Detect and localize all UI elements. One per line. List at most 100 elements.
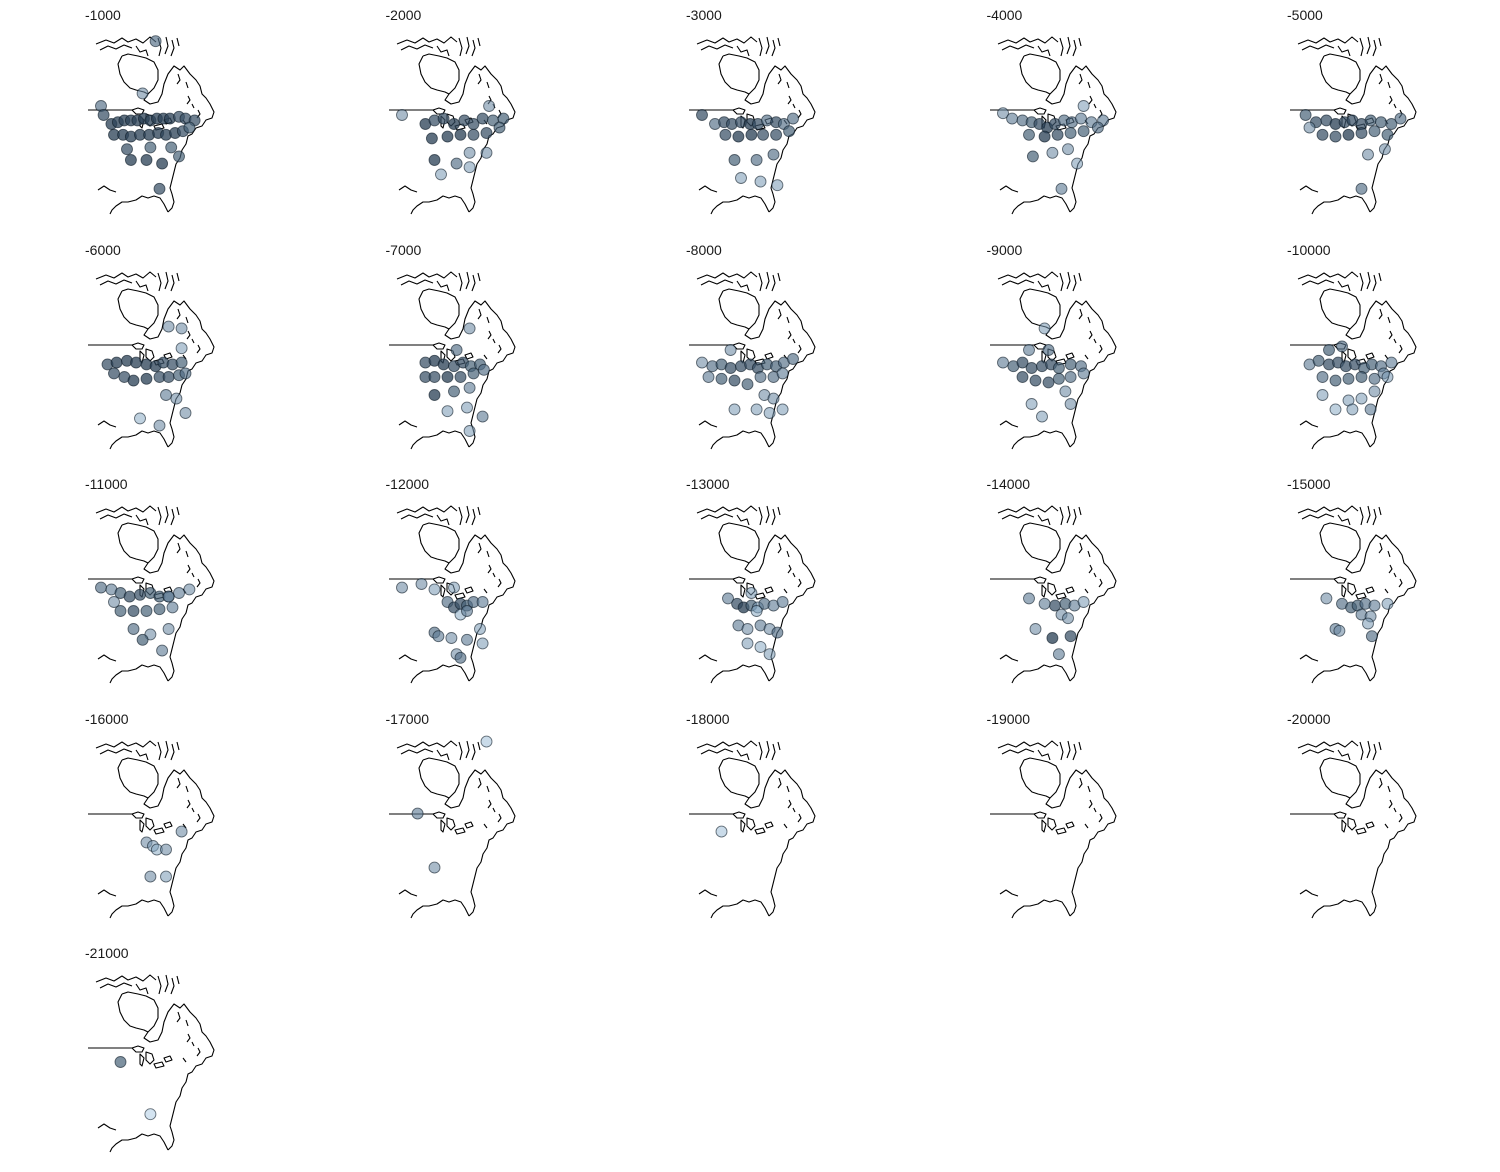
coastline: [182, 799, 201, 828]
coastline-map: [388, 735, 516, 918]
site-point: [156, 644, 169, 657]
coastline: [410, 898, 469, 918]
coastline: [145, 816, 155, 831]
site-point: [719, 128, 732, 141]
coastline: [758, 740, 781, 760]
coastline: [1378, 73, 1391, 89]
coastline: [109, 429, 169, 449]
site-point: [750, 402, 763, 415]
site-point: [715, 372, 728, 385]
site-point: [1299, 109, 1312, 121]
coastline-map: [1290, 36, 1417, 215]
site-point: [395, 581, 408, 594]
map-panel: -9000: [984, 237, 1224, 462]
site-point: [1381, 370, 1394, 383]
coastline: [1359, 36, 1382, 57]
coastline: [758, 36, 781, 57]
map-panel: -16000: [82, 706, 322, 931]
map-panel: -3000: [683, 2, 923, 227]
site-point: [140, 154, 153, 166]
coastline: [736, 45, 750, 57]
coastline: [422, 756, 516, 916]
site-point: [437, 357, 450, 370]
coastline: [1299, 419, 1319, 428]
site-point: [467, 366, 479, 379]
site-point: [1064, 370, 1077, 383]
coastline-map: [388, 505, 516, 684]
site-point: [1329, 130, 1342, 143]
coastline: [157, 271, 180, 291]
site-point: [1342, 372, 1355, 385]
site-point: [140, 372, 153, 385]
coastline: [1054, 826, 1067, 835]
coastline-map: [88, 974, 215, 1153]
site-point: [732, 130, 745, 143]
coastline: [1347, 816, 1357, 831]
site-point: [1029, 623, 1041, 635]
coastline: [1337, 514, 1351, 526]
coastline: [1359, 271, 1382, 291]
coastline: [453, 592, 466, 600]
site-point: [1316, 370, 1329, 383]
coastline-map: [989, 505, 1117, 684]
coastline: [145, 1051, 155, 1065]
coastline: [696, 739, 758, 749]
coastline: [1319, 55, 1351, 95]
site-point: [127, 374, 140, 387]
coastline: [783, 95, 802, 125]
coastline: [1355, 592, 1367, 600]
site-point: [454, 651, 466, 664]
panel-title: -6000: [85, 241, 121, 258]
coastline: [182, 564, 201, 594]
coastline: [477, 777, 490, 792]
site-point: [454, 370, 466, 383]
coastline: [1319, 524, 1351, 564]
site-point: [153, 419, 166, 432]
coastline: [477, 308, 490, 323]
coastline: [700, 278, 734, 285]
site-point: [121, 143, 133, 156]
coastline: [1384, 564, 1403, 594]
site-point: [108, 596, 120, 608]
coastline: [1378, 777, 1391, 792]
coastline-map: [388, 36, 516, 215]
coastline: [99, 513, 133, 520]
coastline: [95, 739, 157, 749]
site-point: [175, 341, 188, 354]
site-point: [757, 128, 770, 141]
site-point: [741, 377, 754, 390]
site-point: [1052, 648, 1065, 661]
site-point: [724, 343, 737, 356]
coastline: [758, 505, 781, 526]
coastline-map: [88, 739, 215, 918]
site-point: [441, 404, 453, 417]
site-point: [696, 109, 708, 121]
coastline: [732, 576, 746, 584]
coastline: [400, 44, 433, 51]
coastline: [1355, 826, 1367, 835]
site-point: [467, 128, 479, 141]
coastline: [1297, 270, 1359, 280]
coastline: [1032, 576, 1047, 584]
site-point: [463, 381, 476, 394]
map-panel: -1000: [82, 2, 322, 227]
coastline: [95, 36, 157, 45]
coastline: [1311, 429, 1371, 449]
site-point: [441, 370, 453, 383]
coastline: [483, 564, 502, 594]
map-panel: -15000: [1284, 471, 1500, 696]
coastline: [121, 991, 215, 1151]
coastline: [1058, 271, 1082, 291]
site-point: [428, 861, 440, 874]
coastline: [436, 280, 450, 291]
coastline: [95, 270, 157, 280]
site-point: [428, 370, 440, 383]
site-point: [97, 109, 110, 121]
site-point: [428, 388, 440, 401]
coastline: [746, 816, 756, 831]
coastline: [139, 1053, 145, 1067]
coastline: [463, 820, 474, 829]
site-point: [162, 623, 175, 635]
coastline: [1378, 542, 1391, 558]
site-point: [1016, 370, 1028, 383]
